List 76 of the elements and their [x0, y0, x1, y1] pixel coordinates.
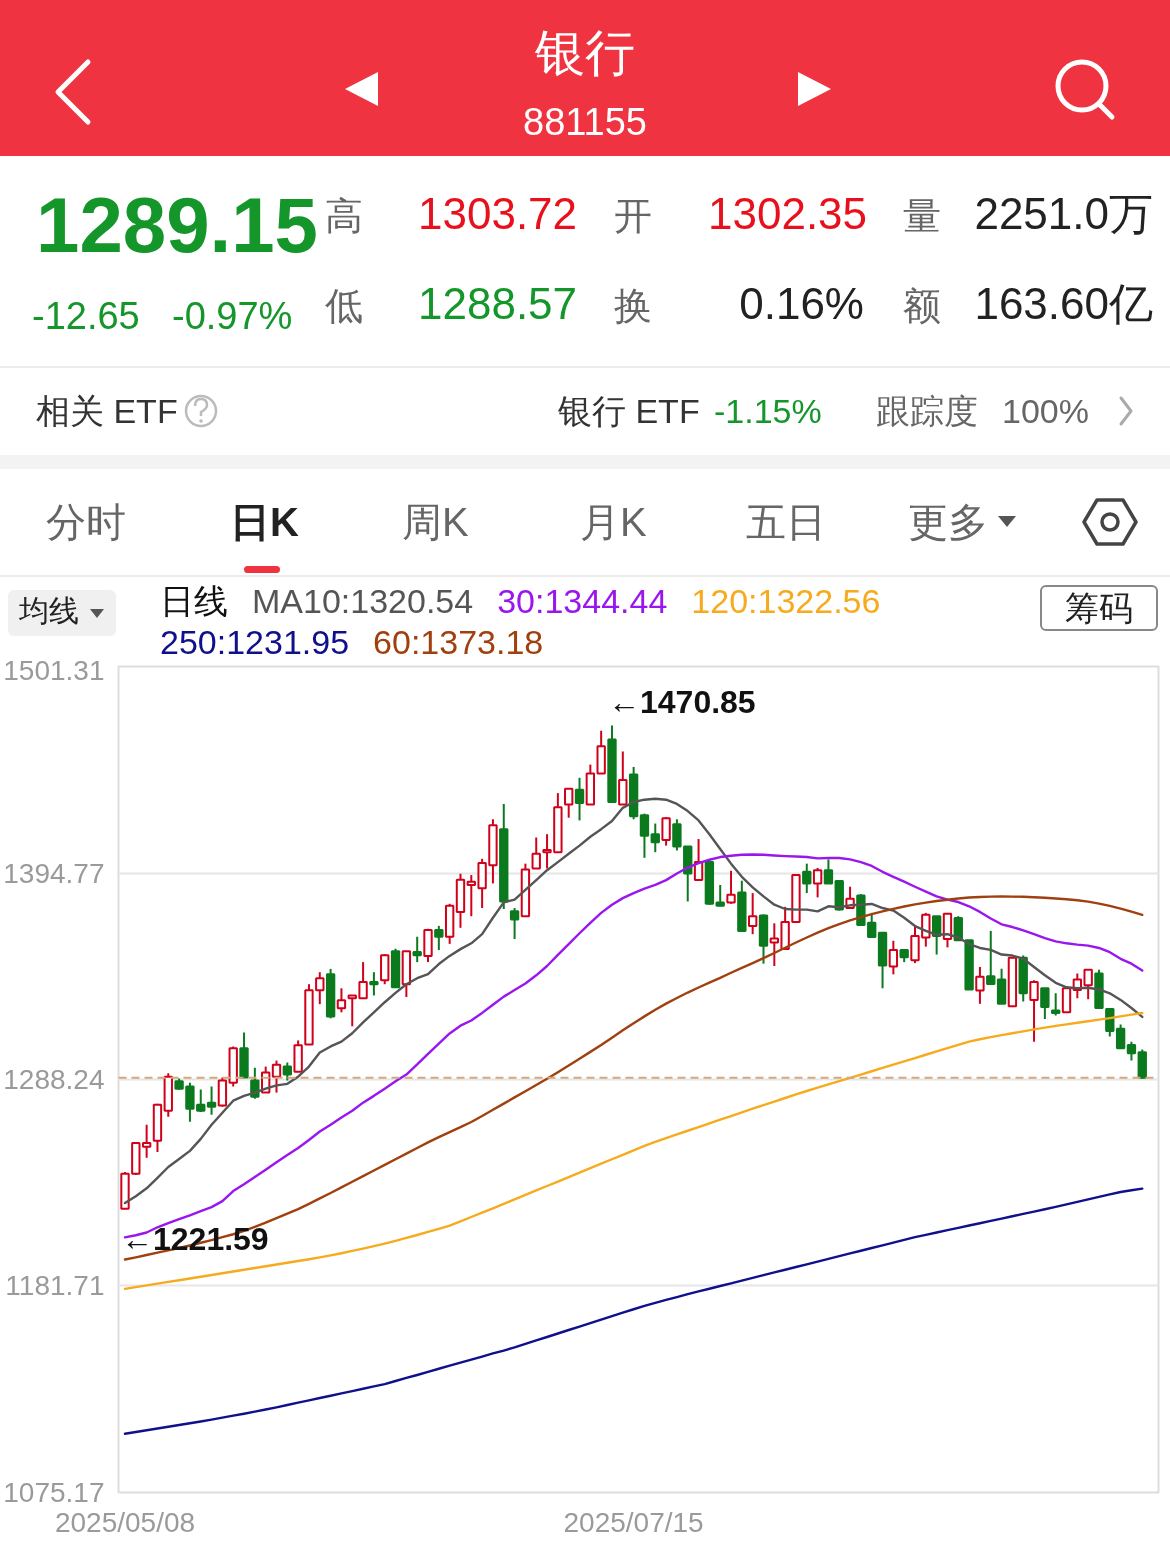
- candlestick: [271, 1059, 282, 1094]
- candlestick: [574, 776, 585, 822]
- candlestick: [509, 907, 520, 941]
- candlestick: [1051, 992, 1061, 1017]
- line-series: [123, 895, 1144, 1261]
- text: 额: [903, 285, 941, 327]
- text: 更多: [908, 500, 988, 544]
- text: -1.15%: [714, 392, 822, 430]
- y-tick-label: 1181.71: [5, 1270, 105, 1302]
- text: 银行 ETF: [558, 392, 700, 430]
- text: -12.65: [32, 295, 140, 337]
- candlestick: [639, 812, 650, 859]
- text: 250:1231.95: [160, 622, 350, 662]
- chart-title: 银行: [535, 25, 635, 81]
- text: 120:1322.56: [691, 581, 881, 622]
- text: 高: [325, 195, 363, 237]
- candlestick: [434, 924, 444, 952]
- text: 30:1344.44: [497, 581, 668, 622]
- text: 163.60亿: [974, 279, 1153, 328]
- candlestick: [1040, 987, 1050, 1020]
- text: 1288.57: [418, 279, 578, 328]
- text: 相关 ETF: [36, 392, 178, 430]
- text: 1289.15: [36, 181, 318, 269]
- chart-subtitle: 881155: [523, 101, 647, 143]
- candlestick: [412, 935, 422, 964]
- candlestick: [564, 787, 574, 819]
- y-tick-label: 1288.24: [3, 1064, 105, 1095]
- candlestick: [823, 858, 834, 885]
- line-series: [123, 1187, 1144, 1435]
- candlestick: [1126, 1040, 1137, 1062]
- candlestick: [1115, 1023, 1126, 1050]
- candlestick: [650, 822, 660, 854]
- y-tick-label: 1501.31: [3, 654, 105, 686]
- candlestick: [986, 929, 996, 986]
- candlestick: [726, 869, 736, 905]
- text: 100%: [1002, 392, 1089, 430]
- candlestick: [206, 1085, 217, 1116]
- text: 量: [903, 195, 941, 237]
- text: -0.97%: [172, 295, 293, 337]
- candlestick: [715, 883, 725, 908]
- text: 60:1373.18: [373, 622, 544, 662]
- text: MA10:1320.54: [252, 581, 474, 622]
- text: 0.16%: [739, 279, 864, 328]
- text: 五日: [746, 500, 826, 544]
- button: 筹码: [1040, 585, 1158, 631]
- text: 日K: [230, 500, 299, 544]
- x-tick-label: 2025/07/15: [563, 1506, 704, 1538]
- candlestick: [1029, 979, 1039, 1043]
- text: 1302.35: [708, 189, 868, 238]
- text: 开: [614, 195, 652, 237]
- text: 分时: [46, 500, 126, 544]
- candlestick: [282, 1061, 292, 1082]
- y-tick-label: 1075.17: [3, 1477, 105, 1508]
- text: 2251.0万: [974, 189, 1153, 238]
- x-tick-label: 2025/05/08: [54, 1506, 196, 1538]
- button: 均线: [8, 590, 116, 636]
- text: 月K: [580, 500, 647, 544]
- text: 1303.72: [418, 189, 578, 238]
- text: 跟踪度: [876, 392, 978, 430]
- annotation: ←1470.85: [607, 683, 756, 720]
- candlestick: [369, 971, 379, 997]
- legend-title: 日线: [160, 581, 228, 622]
- candlestick: [802, 862, 812, 895]
- text: 低: [325, 285, 363, 327]
- text: 换: [614, 285, 652, 327]
- candlestick: [141, 1123, 152, 1159]
- line-series: [123, 797, 1144, 1205]
- candlestick: [888, 939, 899, 976]
- candlestick: [812, 866, 823, 899]
- candlestick: [661, 816, 671, 847]
- text: 周K: [402, 500, 469, 544]
- candlestick: [975, 965, 985, 1005]
- y-tick-label: 1394.77: [3, 857, 105, 889]
- candlestick: [336, 987, 347, 1014]
- candlestick: [747, 892, 758, 936]
- candlestick: [531, 836, 541, 870]
